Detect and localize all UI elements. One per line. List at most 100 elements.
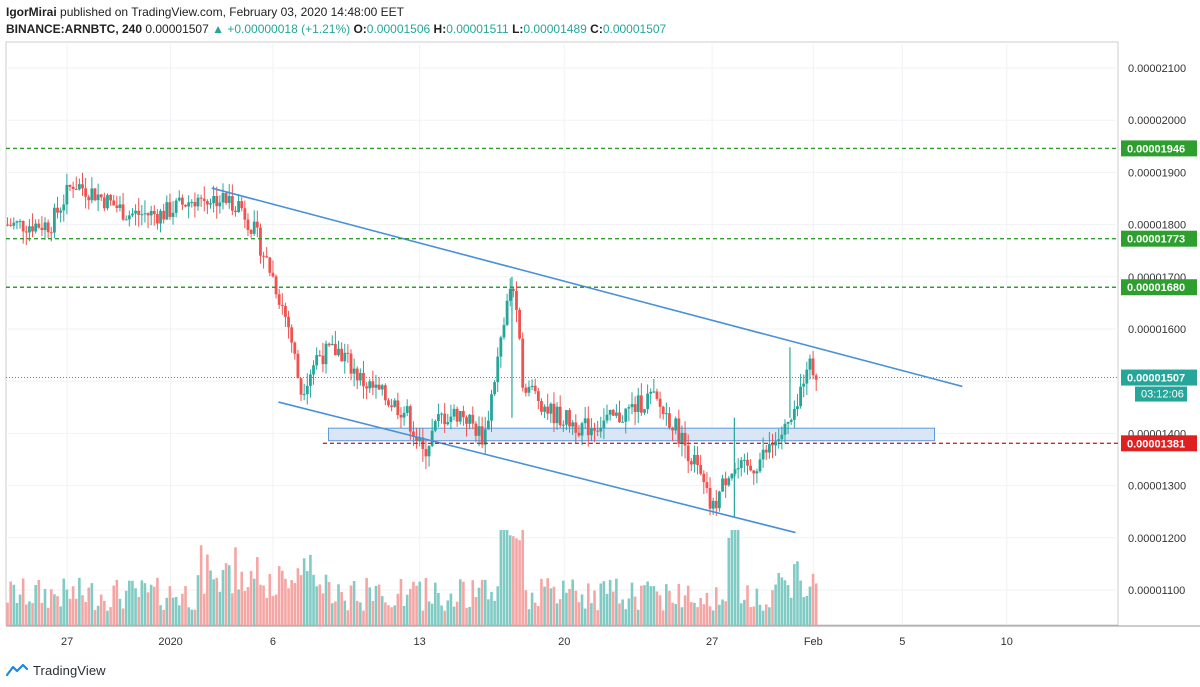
volume-bar [281,570,284,625]
close-label: C: [590,22,603,36]
volume-bar [396,593,400,625]
candle-body [146,213,150,216]
volume-bar [121,608,125,625]
volume-bar [221,570,225,625]
volume-bar [343,600,347,625]
volume-bar [718,604,721,625]
volume-bar [284,578,287,625]
volume-bar [774,584,777,625]
volume-bar [811,573,815,625]
candle-body [718,491,721,509]
candle-body [621,421,625,423]
volume-bar [156,577,159,625]
candle-body [318,355,322,357]
volume-bar [555,603,559,625]
candle-body [6,224,9,226]
volume-bar [93,610,97,625]
volume-bar [90,583,94,625]
volume-bar [714,587,718,625]
candle-body [28,226,31,233]
volume-bar [365,578,368,625]
candle-body [683,432,687,446]
candle-body [540,401,543,412]
x-tick-label: 6 [270,636,276,648]
candle-body [652,391,656,393]
price-level-label: 0.00001773 [1127,234,1185,246]
volume-bar [393,605,397,625]
candle-body [224,193,228,203]
candle-body [471,414,475,424]
volume-bar [487,599,490,625]
candle-body [699,464,703,474]
candle-body [268,257,272,273]
candle-body [568,410,571,427]
candle-body [424,449,428,457]
volume-bar [65,589,69,625]
candle-body [346,352,350,354]
candle-body [243,208,247,220]
volume-bar [224,563,228,625]
candle-body [624,408,628,422]
candle-body [37,223,41,228]
candle-body [112,200,116,206]
candle-body [696,454,699,465]
candle-body [358,372,362,381]
candle-body [668,413,671,428]
candle-body [468,414,472,424]
candle-body [618,412,621,423]
volume-bar [274,594,278,625]
volume-bar [128,580,131,625]
change-arrow-icon: ▲ [212,22,224,36]
candle-body [124,219,128,221]
volume-bar [496,586,500,625]
volume-bar [190,609,194,625]
candle-body [574,422,578,433]
volume-bar [458,579,462,625]
candle-body [127,215,131,220]
candle-body [736,468,740,470]
candle-body [730,473,734,479]
volume-bar [202,593,206,625]
candle-body [143,213,147,215]
candle-body [246,219,250,231]
candle-body [96,194,100,201]
candle-body [240,201,244,209]
volume-bar [512,536,515,625]
candle-body [508,288,512,301]
volume-bar [321,593,325,625]
volume-bar [96,605,100,625]
publisher-name[interactable]: IgorMirai [6,5,57,19]
volume-bar [34,585,37,625]
candle-body [59,210,63,213]
candle-body [458,411,462,422]
volume-bar [552,586,556,625]
volume-bar [334,601,337,625]
candle-body [165,202,169,220]
volume-bar [377,584,381,625]
candle-body [455,408,459,422]
volume-bar [296,568,300,625]
volume-bar [730,530,734,625]
volume-bar [621,599,624,625]
price-chart[interactable]: 0.00002100 0.00002000 0.00001900 0.00001800… [0,0,1200,660]
volume-bar [143,583,147,625]
candle-body [761,449,765,460]
candle-body [43,222,47,231]
footer-brand[interactable]: TradingView [33,662,106,678]
candle-body [674,418,678,431]
volume-bar [580,594,584,625]
candle-body [461,411,465,418]
y-tick-label: 0.00001600 [1128,324,1186,336]
volume-bar [168,586,172,625]
volume-bar [524,590,528,625]
candle-body [234,210,237,213]
volume-bar [502,530,506,625]
volume-bar [462,581,465,625]
candle-body [202,198,206,201]
volume-bar [493,600,496,625]
candle-body [337,348,340,356]
volume-bar [390,607,393,625]
volume-bar [140,580,144,625]
candle-body [221,193,225,203]
volume-bar [315,586,318,625]
